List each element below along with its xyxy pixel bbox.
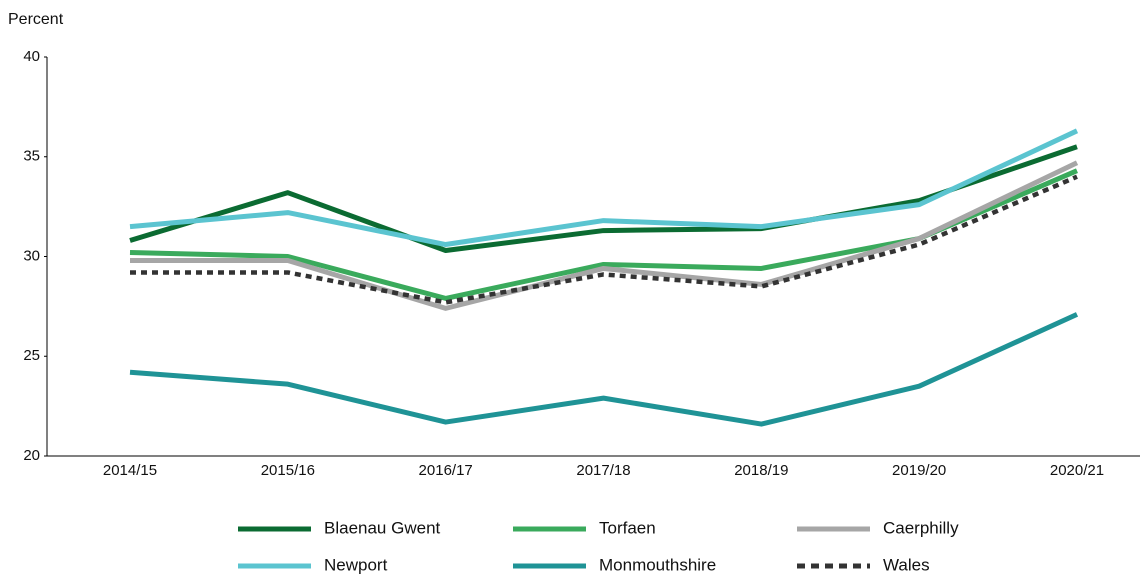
x-tick-label: 2014/15 <box>103 462 157 479</box>
series-line <box>130 160 1079 311</box>
y-tick-label: 30 <box>23 247 40 264</box>
legend: Blaenau Gwent Torfaen Caerphilly Newport Mon… <box>238 518 959 574</box>
legend-label: Caerphilly <box>883 518 959 537</box>
y-tick-label: 40 <box>23 48 40 65</box>
y-tick-label: 25 <box>23 347 40 364</box>
x-tick-label: 2018/19 <box>734 462 788 479</box>
x-tick-label: 2019/20 <box>892 462 946 479</box>
series-line <box>130 174 1078 305</box>
x-tick-label: 2016/17 <box>419 462 473 479</box>
y-tick-label: 35 <box>23 148 40 165</box>
y-axis-label: Percent <box>8 11 64 28</box>
legend-label: Blaenau Gwent <box>324 518 441 537</box>
series-line <box>129 128 1079 248</box>
x-tick-label: 2020/21 <box>1050 462 1104 479</box>
legend-label: Torfaen <box>599 518 656 537</box>
x-tick-label: 2015/16 <box>261 462 315 479</box>
legend-label: Wales <box>883 555 930 574</box>
x-tick-label: 2017/18 <box>576 462 630 479</box>
series-line <box>129 312 1079 427</box>
series-line <box>129 144 1078 254</box>
legend-label: Newport <box>324 555 388 574</box>
y-tick-label: 20 <box>23 447 40 464</box>
legend-label: Monmouthshire <box>599 555 716 574</box>
series-line <box>129 168 1078 301</box>
